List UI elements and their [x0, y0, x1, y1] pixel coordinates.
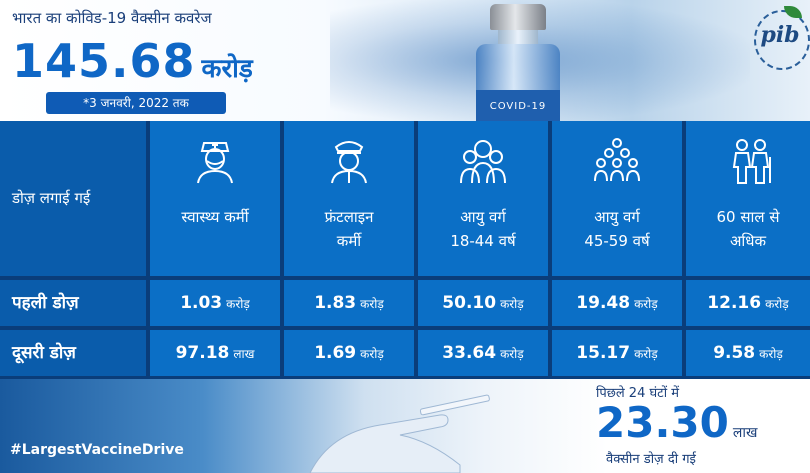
column-header-age-18-44: आयु वर्ग 18-44 वर्ष [418, 121, 548, 276]
column-label-line1: आयु वर्ग [594, 208, 640, 226]
first-dose-label: पहली डोज़ [12, 293, 79, 313]
vaccine-vial-icon: COVID-19 [468, 4, 568, 124]
table-cell: 1.69 करोड़ [284, 330, 414, 376]
dose-unit: करोड़ [500, 297, 524, 311]
column-label-line2: 18-44 वर्ष [450, 232, 516, 250]
dose-value: 50.10 [442, 293, 497, 313]
vaccine-table: डोज़ लगाई गई स्वास्थ्य कर्मी [0, 121, 810, 379]
last24-number: 23.30 [596, 398, 729, 447]
table-cell: 19.48 करोड़ [552, 280, 682, 326]
dose-unit: करोड़ [634, 297, 658, 311]
coverage-number: 145.68 [12, 34, 196, 88]
table-cell: 97.18 लाख [150, 330, 280, 376]
dose-value: 12.16 [707, 293, 762, 313]
column-label-line1: स्वास्थ्य कर्मी [181, 208, 249, 226]
doses-given-label: वैक्सीन डोज़ दी गई [606, 452, 696, 467]
table-cell: 15.17 करोड़ [552, 330, 682, 376]
column-label-line1: फ्रंटलाइन [324, 208, 374, 226]
last24-total: 23.30 लाख [596, 398, 757, 447]
dose-unit: करोड़ [500, 347, 524, 361]
senior-citizens-icon [732, 139, 771, 184]
second-dose-label-cell: दूसरी डोज़ [0, 330, 146, 376]
column-header-health-workers: स्वास्थ्य कर्मी [150, 121, 280, 276]
pib-logo: pib [752, 6, 810, 86]
column-label-line2: अधिक [729, 232, 767, 250]
dose-unit: करोड़ [759, 347, 783, 361]
dose-value: 97.18 [175, 343, 230, 363]
dose-value: 1.69 [314, 343, 357, 363]
dose-value: 9.58 [713, 343, 756, 363]
last24-label: पिछले 24 घंटों में [596, 386, 679, 401]
table-cell: 1.83 करोड़ [284, 280, 414, 326]
row-header-label: डोज़ लगाई गई [12, 189, 91, 207]
dose-unit: करोड़ [765, 297, 789, 311]
dose-unit: करोड़ [360, 297, 384, 311]
first-dose-label-cell: पहली डोज़ [0, 280, 146, 326]
dose-value: 1.03 [180, 293, 223, 313]
dose-unit: करोड़ [226, 297, 250, 311]
second-dose-label: दूसरी डोज़ [12, 343, 76, 363]
coverage-unit: करोड़ [201, 54, 253, 84]
last24-unit: लाख [732, 425, 758, 441]
age-group-45-59-icon [594, 138, 640, 182]
dose-value: 33.64 [442, 343, 497, 363]
hashtag: #LargestVaccineDrive [10, 442, 184, 458]
table-cell: 33.64 करोड़ [418, 330, 548, 376]
coverage-total: 145.68 करोड़ [12, 34, 253, 88]
column-label-line1: 60 साल से [716, 208, 780, 226]
column-label-line2: 45-59 वर्ष [584, 232, 650, 250]
table-cell: 9.58 करोड़ [686, 330, 810, 376]
dose-value: 15.17 [576, 343, 631, 363]
dose-unit: लाख [233, 347, 255, 361]
age-group-18-44-icon [460, 140, 506, 184]
frontline-worker-icon [331, 141, 367, 184]
footer [0, 379, 810, 473]
column-header-senior: 60 साल से अधिक [686, 121, 810, 276]
page-subtitle: भारत का कोविड-19 वैक्सीन कवरेज [12, 9, 212, 27]
dose-value: 19.48 [576, 293, 631, 313]
table-cell: 50.10 करोड़ [418, 280, 548, 326]
date-note: *3 जनवरी, 2022 तक [46, 92, 226, 114]
table-cell: 1.03 करोड़ [150, 280, 280, 326]
column-header-age-45-59: आयु वर्ग 45-59 वर्ष [552, 121, 682, 276]
dose-unit: करोड़ [634, 347, 658, 361]
vaccination-hand-icon [309, 394, 490, 473]
row-header-cell: डोज़ लगाई गई [0, 121, 146, 276]
column-header-frontline: फ्रंटलाइन कर्मी [284, 121, 414, 276]
health-worker-icon [197, 142, 233, 184]
dose-value: 1.83 [314, 293, 357, 313]
table-cell: 12.16 करोड़ [686, 280, 810, 326]
column-label-line2: कर्मी [336, 232, 362, 250]
column-label-line1: आयु वर्ग [460, 208, 506, 226]
dose-unit: करोड़ [360, 347, 384, 361]
pib-logo-text: pib [760, 22, 800, 48]
header: COVID-19 भारत का कोविड-19 वैक्सीन कवरेज … [0, 0, 810, 124]
vial-label: COVID-19 [476, 90, 560, 124]
